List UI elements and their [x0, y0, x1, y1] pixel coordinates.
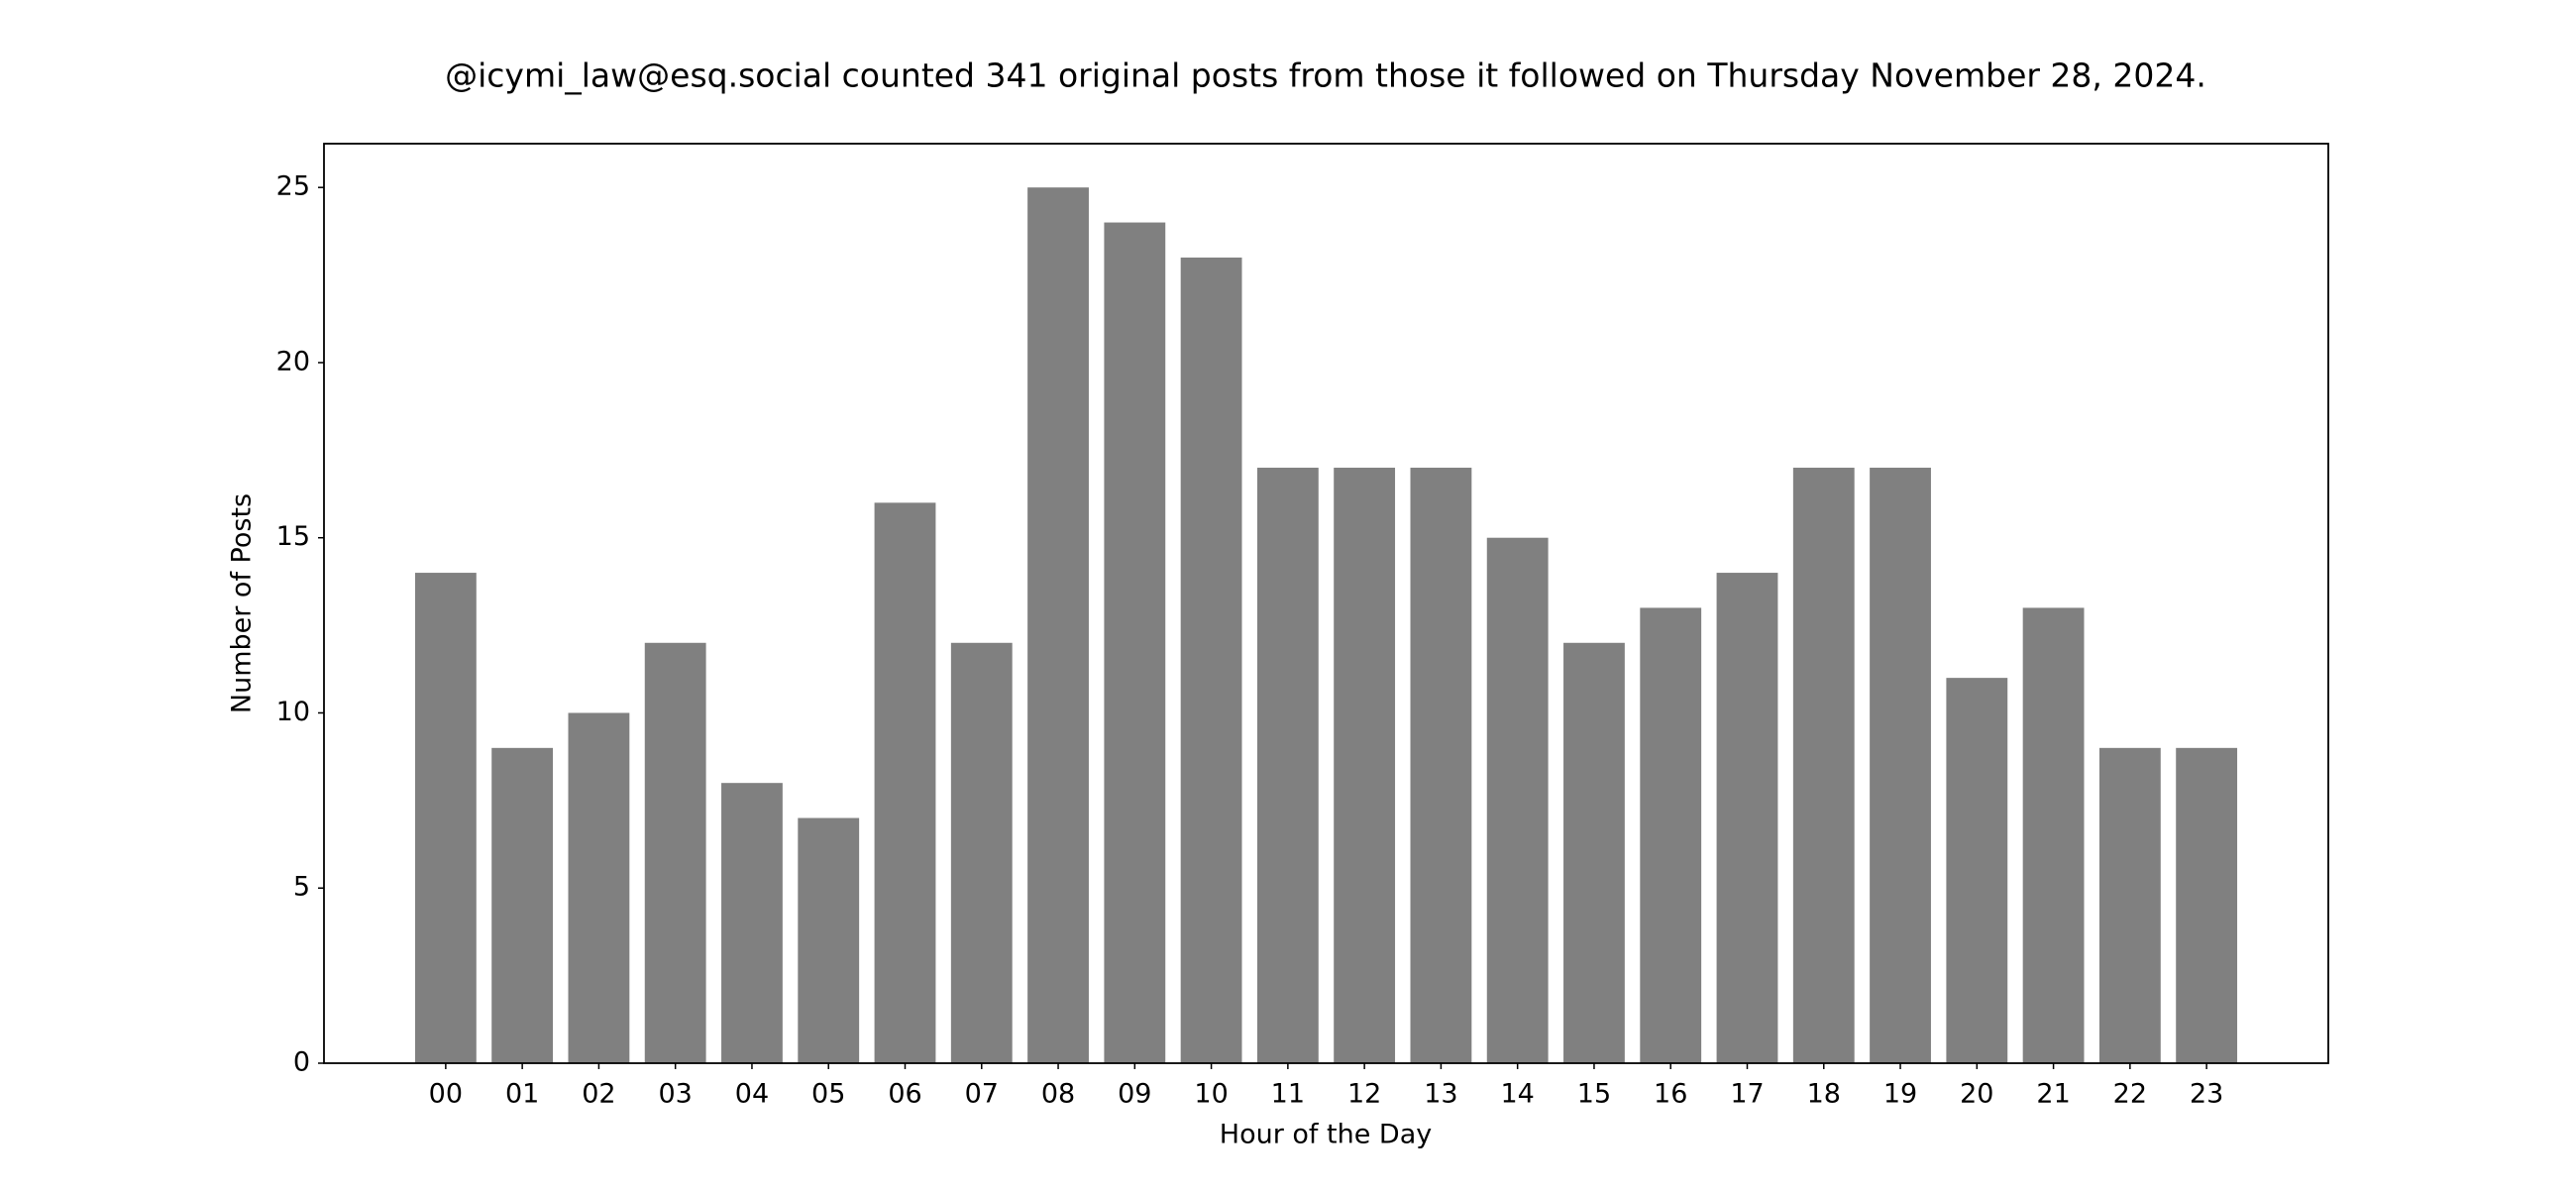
bar: [2176, 747, 2238, 1063]
x-tick-label: 05: [811, 1079, 845, 1110]
bar: [1104, 222, 1166, 1064]
y-tick-label: 25: [276, 171, 310, 202]
x-tick-label: 11: [1271, 1079, 1305, 1110]
x-tick-label: 14: [1501, 1079, 1535, 1110]
x-axis-label: Hour of the Day: [1220, 1120, 1432, 1150]
x-tick-label: 19: [1883, 1079, 1917, 1110]
y-tick-label: 5: [293, 872, 310, 903]
x-tick-label: 23: [2190, 1079, 2223, 1110]
x-tick-label: 13: [1424, 1079, 1457, 1110]
bar: [1334, 468, 1396, 1063]
bar: [1792, 468, 1855, 1063]
x-tick-label: 06: [888, 1079, 921, 1110]
bar: [1180, 257, 1242, 1063]
bar: [1716, 573, 1778, 1063]
bar: [798, 817, 860, 1063]
bar: [1410, 468, 1472, 1063]
x-tick-label: 04: [735, 1079, 769, 1110]
x-tick-label: 12: [1347, 1079, 1381, 1110]
x-tick-label: 10: [1194, 1079, 1228, 1110]
plot-frame: [323, 143, 2329, 1064]
y-tick-label: 10: [276, 697, 310, 727]
x-tick-label: 01: [505, 1079, 539, 1110]
bar: [1027, 187, 1089, 1063]
bar: [874, 502, 936, 1063]
bar: [2098, 747, 2161, 1063]
chart-title: @icymi_law@esq.social counted 341 origin…: [445, 56, 2206, 95]
bar: [1640, 607, 1702, 1063]
x-tick-label: 22: [2113, 1079, 2147, 1110]
x-tick-label: 07: [965, 1079, 999, 1110]
bar: [721, 783, 783, 1063]
bar: [1563, 642, 1625, 1063]
x-tick-label: 18: [1807, 1079, 1841, 1110]
x-tick-label: 17: [1730, 1079, 1764, 1110]
y-tick-label: 0: [293, 1047, 310, 1078]
x-tick-label: 00: [429, 1079, 463, 1110]
x-tick-label: 03: [659, 1079, 693, 1110]
x-tick-label: 15: [1577, 1079, 1611, 1110]
y-tick-label: 20: [276, 346, 310, 377]
bar: [2022, 607, 2085, 1063]
bar: [644, 642, 706, 1063]
x-tick-label: 09: [1118, 1079, 1151, 1110]
x-tick-label: 21: [2036, 1079, 2070, 1110]
bar: [414, 573, 477, 1063]
x-tick-label: 02: [582, 1079, 615, 1110]
bar: [950, 642, 1013, 1063]
x-tick-label: 08: [1041, 1079, 1075, 1110]
bar: [491, 747, 554, 1063]
bar: [1946, 678, 2008, 1063]
bar: [1870, 468, 1931, 1063]
bar: [1256, 468, 1319, 1063]
x-tick-label: 20: [1960, 1079, 1993, 1110]
x-tick-label: 16: [1654, 1079, 1687, 1110]
bar: [568, 712, 630, 1063]
y-axis-label: Number of Posts: [227, 493, 258, 713]
y-tick-label: 15: [276, 521, 310, 552]
bar: [1486, 537, 1549, 1063]
